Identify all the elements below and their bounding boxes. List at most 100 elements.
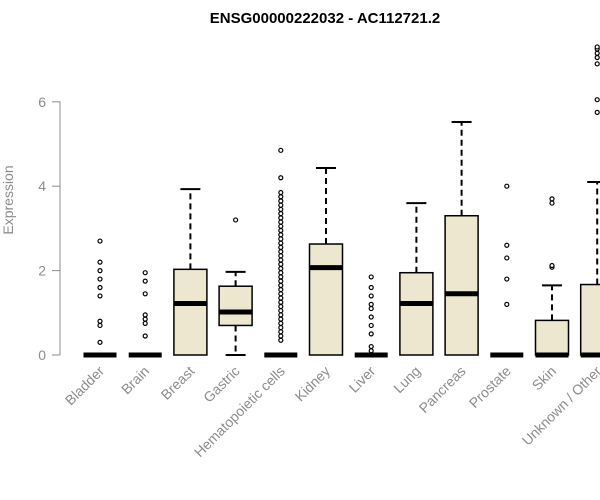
outlier-point <box>278 265 284 272</box>
box-body <box>579 283 600 356</box>
outlier-point <box>97 318 103 324</box>
outlier-point <box>278 261 284 267</box>
box-kidney <box>308 167 344 356</box>
outlier-point <box>278 286 284 293</box>
box-body <box>444 214 479 356</box>
outlier-point <box>278 244 284 250</box>
box-brain <box>128 270 162 358</box>
outlier-point <box>368 293 374 299</box>
box-hematopoietic-cells <box>264 147 298 358</box>
outlier-point <box>278 320 284 326</box>
x-tick-label: Liver <box>346 363 379 396</box>
outlier-point <box>504 255 510 261</box>
x-tick-label: Unknown / Other <box>519 363 600 449</box>
outlier-point <box>278 257 284 263</box>
outlier-point <box>142 291 148 297</box>
outlier-point <box>368 322 374 329</box>
x-tick-label: Breast <box>158 363 198 403</box>
box-bladder <box>83 238 117 358</box>
outlier-point <box>278 211 284 217</box>
x-tick-label: Brain <box>118 363 152 397</box>
outlier-point <box>504 276 510 282</box>
outlier-point <box>278 147 284 153</box>
outlier-point <box>97 238 103 244</box>
outlier-point <box>278 278 284 284</box>
outlier-point <box>504 242 510 248</box>
outlier-point <box>97 322 103 329</box>
x-tick-label: Lung <box>390 363 423 396</box>
outlier-point <box>278 206 284 213</box>
y-tick-label: 6 <box>38 94 46 110</box>
outlier-point <box>278 270 284 276</box>
outlier-point <box>504 301 510 307</box>
box-breast <box>173 188 208 356</box>
outlier-point <box>278 282 284 288</box>
outlier-point <box>142 278 148 284</box>
box-group <box>83 44 600 358</box>
box-body <box>534 319 570 356</box>
outlier-point <box>278 291 284 297</box>
outlier-point <box>142 312 148 318</box>
box-pancreas <box>444 121 479 356</box>
outlier-point <box>594 54 600 61</box>
outlier-point <box>278 194 284 200</box>
outlier-point <box>142 333 148 339</box>
outlier-point <box>278 337 284 343</box>
outlier-point <box>549 262 555 269</box>
outlier-point <box>549 200 555 206</box>
y-tick-label: 2 <box>38 263 46 279</box>
outlier-point <box>278 198 284 204</box>
outlier-point <box>97 284 103 291</box>
outlier-point <box>278 316 284 322</box>
outlier-point <box>278 295 284 301</box>
box-prostate <box>490 183 524 358</box>
outlier-point <box>368 301 374 307</box>
outlier-point <box>504 183 510 189</box>
y-axis: 0 2 4 6 <box>38 94 61 363</box>
outlier-point <box>594 44 600 50</box>
box-body <box>399 271 434 356</box>
outlier-point <box>278 253 284 259</box>
x-tick-label: Pancreas <box>416 363 469 416</box>
outlier-point <box>594 97 600 103</box>
y-axis-label: Expression <box>0 165 16 234</box>
y-tick-label: 0 <box>38 347 46 363</box>
x-tick-label: Bladder <box>62 363 108 409</box>
outlier-point <box>278 333 284 339</box>
outlier-point <box>97 276 103 282</box>
box-body <box>173 268 208 356</box>
outlier-point <box>142 320 148 326</box>
outlier-point <box>97 259 103 265</box>
outlier-point <box>278 227 284 234</box>
outlier-point <box>278 324 284 331</box>
box-skin <box>534 196 570 358</box>
y-tick-label: 4 <box>38 178 46 194</box>
outlier-point <box>142 270 148 276</box>
x-tick-label: Gastric <box>200 363 243 406</box>
box-unknown-other <box>579 44 600 358</box>
outlier-point <box>368 274 374 280</box>
box-body <box>308 243 344 356</box>
outlier-point <box>278 219 284 225</box>
outlier-point <box>278 215 284 221</box>
outlier-point <box>278 329 284 335</box>
outlier-point <box>368 348 374 354</box>
box-gastric <box>218 217 253 356</box>
outlier-point <box>594 109 600 115</box>
outlier-point <box>278 202 284 208</box>
chart-title: ENSG00000222032 - AC112721.2 <box>210 10 440 27</box>
box-lung <box>399 202 434 356</box>
outlier-point <box>594 61 600 67</box>
x-tick-label: Prostate <box>466 363 514 411</box>
x-tick-label: Skin <box>529 363 560 394</box>
outlier-point <box>278 232 284 238</box>
box-body <box>218 285 253 327</box>
outlier-point <box>97 293 103 299</box>
outlier-point <box>368 305 374 312</box>
outlier-point <box>278 189 284 196</box>
outlier-point <box>368 284 374 291</box>
outlier-point <box>278 299 284 305</box>
outlier-point <box>233 217 239 223</box>
